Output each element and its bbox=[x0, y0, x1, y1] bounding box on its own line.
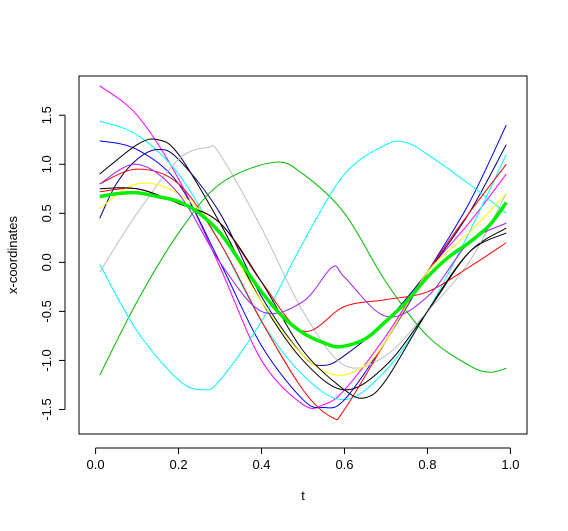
series-layer bbox=[99, 85, 508, 421]
series-line-14 bbox=[99, 190, 508, 349]
series-line-13 bbox=[99, 187, 507, 399]
series-line-2 bbox=[99, 120, 507, 401]
y-tick-label: 1.5 bbox=[39, 106, 54, 124]
y-tick-label: -0.5 bbox=[39, 300, 54, 322]
y-tick-label: 0.0 bbox=[39, 253, 54, 271]
series-line-12 bbox=[99, 163, 507, 318]
series-line-3 bbox=[99, 124, 507, 409]
x-tick-label: 0.0 bbox=[87, 457, 105, 472]
series-line-6 bbox=[99, 145, 507, 369]
y-axis: -1.5 -1.0 -0.5 0.0 0.5 1.0 1.5 bbox=[39, 106, 66, 421]
y-axis-title: x-coordinates bbox=[5, 215, 20, 294]
series-line-8 bbox=[99, 140, 507, 391]
y-tick-label: 1.0 bbox=[39, 155, 54, 173]
series-line-4 bbox=[99, 138, 507, 391]
series-line-7 bbox=[99, 161, 507, 376]
y-tick-label: -1.5 bbox=[39, 398, 54, 420]
x-tick-label: 1.0 bbox=[501, 457, 519, 472]
x-tick-label: 0.8 bbox=[418, 457, 436, 472]
y-tick-label: -1.0 bbox=[39, 349, 54, 371]
x-axis: 0.0 0.2 0.4 0.6 0.8 1.0 bbox=[87, 447, 519, 472]
y-tick-label: 0.5 bbox=[39, 204, 54, 222]
x-tick-label: 0.6 bbox=[335, 457, 353, 472]
x-tick-label: 0.4 bbox=[252, 457, 270, 472]
plot-box bbox=[78, 75, 528, 435]
x-tick-label: 0.2 bbox=[170, 457, 188, 472]
x-axis-title: t bbox=[301, 488, 305, 503]
